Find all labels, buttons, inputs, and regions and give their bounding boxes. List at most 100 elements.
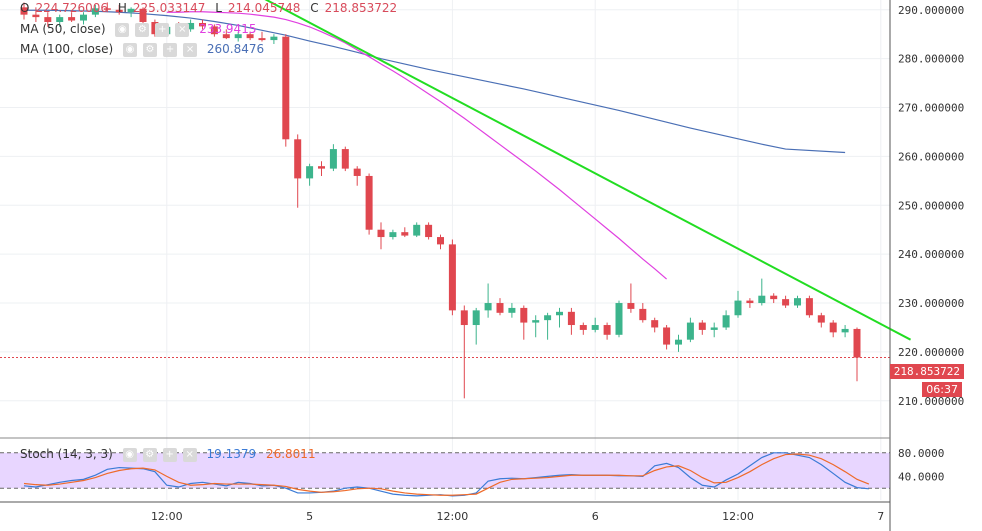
gear-icon[interactable]: ⚙ [142, 447, 157, 462]
last-price-tag: 218.853722 [889, 364, 964, 379]
plus-icon[interactable]: + [163, 42, 178, 57]
time-tick-label: 7 [877, 510, 884, 523]
candle-body [710, 327, 718, 330]
candle-body [675, 339, 682, 345]
candle-body [567, 311, 575, 326]
candle-body [591, 325, 599, 330]
price-tick-label: 260.000000 [898, 150, 964, 163]
eye-icon[interactable]: ◉ [115, 22, 130, 37]
candle-body [686, 322, 694, 340]
candle-body [127, 8, 135, 13]
candle-body [210, 26, 218, 35]
candle-body [306, 166, 314, 179]
high-label: H [117, 1, 127, 15]
trendline[interactable] [262, 0, 912, 341]
open-value: 224.726006 [35, 1, 108, 15]
countdown-tag: 06:37 [922, 382, 962, 397]
candle-body [805, 298, 813, 316]
candle-body [722, 315, 730, 328]
candle-body [103, 8, 111, 10]
trendline-path [264, 0, 912, 341]
time-tick-label: 6 [592, 510, 599, 523]
time-tick-label: 5 [306, 510, 313, 523]
candle-body [734, 300, 742, 316]
close-label: C [310, 1, 319, 15]
candle-body [484, 303, 492, 311]
eye-icon[interactable]: ◉ [122, 447, 137, 462]
candle-body [341, 149, 349, 169]
close-icon[interactable]: × [175, 22, 190, 37]
candle-body [603, 325, 611, 335]
candle-body [80, 14, 87, 21]
candle-body [91, 8, 99, 15]
ma100-value: 260.8476 [206, 42, 265, 56]
candle-body [758, 295, 766, 304]
candle-body [151, 21, 159, 35]
stoch-tick-label: 80.0000 [898, 447, 944, 460]
price-tick-label: 250.000000 [898, 199, 964, 212]
candle-body [746, 300, 754, 304]
stoch-k-value: 19.1379 [206, 447, 257, 461]
gear-icon[interactable]: ⚙ [135, 22, 150, 37]
high-value: 225.033147 [132, 1, 206, 15]
candle-body [472, 310, 480, 326]
candle-body [234, 34, 242, 39]
candle-body [627, 303, 635, 309]
stoch-label: Stoch (14, 3, 3) [20, 447, 113, 461]
open-label: O [20, 1, 30, 15]
price-tick-label: 270.000000 [898, 102, 964, 115]
candle-body [329, 149, 337, 169]
candle-body [246, 34, 254, 39]
candle-body [460, 310, 468, 326]
close-icon[interactable]: × [182, 447, 197, 462]
close-icon[interactable]: × [183, 42, 198, 57]
eye-icon[interactable]: ◉ [123, 42, 138, 57]
grid [0, 0, 890, 500]
close-value: 218.853722 [324, 1, 398, 15]
candle-body [496, 303, 504, 313]
candle-body [282, 36, 290, 140]
candle-body [377, 229, 385, 238]
candle-body [520, 307, 528, 323]
candle-body [698, 322, 706, 330]
candle-body [413, 224, 421, 236]
candle-body [425, 224, 433, 238]
ma50-label: MA (50, close) [20, 22, 106, 36]
candle-body [544, 315, 552, 321]
candle-body [199, 22, 206, 27]
ma100-path [24, 9, 846, 154]
candle-body [853, 328, 861, 358]
ma50-path [166, 11, 667, 280]
candle-body [365, 175, 373, 230]
ma100-line [24, 9, 846, 154]
candle-body [222, 34, 230, 39]
time-tick-label: 12:00 [722, 510, 754, 523]
price-tick-label: 280.000000 [898, 53, 964, 66]
price-tick-label: 240.000000 [898, 248, 964, 261]
candle-body [532, 320, 540, 323]
candle-body [32, 14, 40, 18]
candle-body [651, 320, 659, 328]
ohlc-legend: O 224.726006 H 225.033147 L 214.045748 C 218… [20, 1, 403, 15]
candle-body [68, 17, 76, 21]
candles [20, 2, 861, 399]
stoch-tick-label: 40.0000 [898, 470, 944, 483]
price-tick-label: 290.000000 [898, 4, 964, 17]
plus-icon[interactable]: + [155, 22, 170, 37]
plus-icon[interactable]: + [162, 447, 177, 462]
candle-body [294, 139, 302, 179]
candle-body [318, 166, 325, 169]
stoch-legend: Stoch (14, 3, 3) ◉ ⚙ + × 19.1379 26.8011 [20, 447, 322, 462]
stoch-d-value: 26.8011 [265, 447, 316, 461]
gear-icon[interactable]: ⚙ [143, 42, 158, 57]
candle-body [56, 17, 64, 22]
candle-body [448, 244, 456, 311]
time-tick-label: 12:00 [437, 510, 469, 523]
candle-body [353, 168, 361, 176]
candle-body [579, 325, 587, 330]
candle-body [139, 8, 147, 22]
candle-body [770, 295, 778, 300]
time-tick-label: 12:00 [151, 510, 183, 523]
